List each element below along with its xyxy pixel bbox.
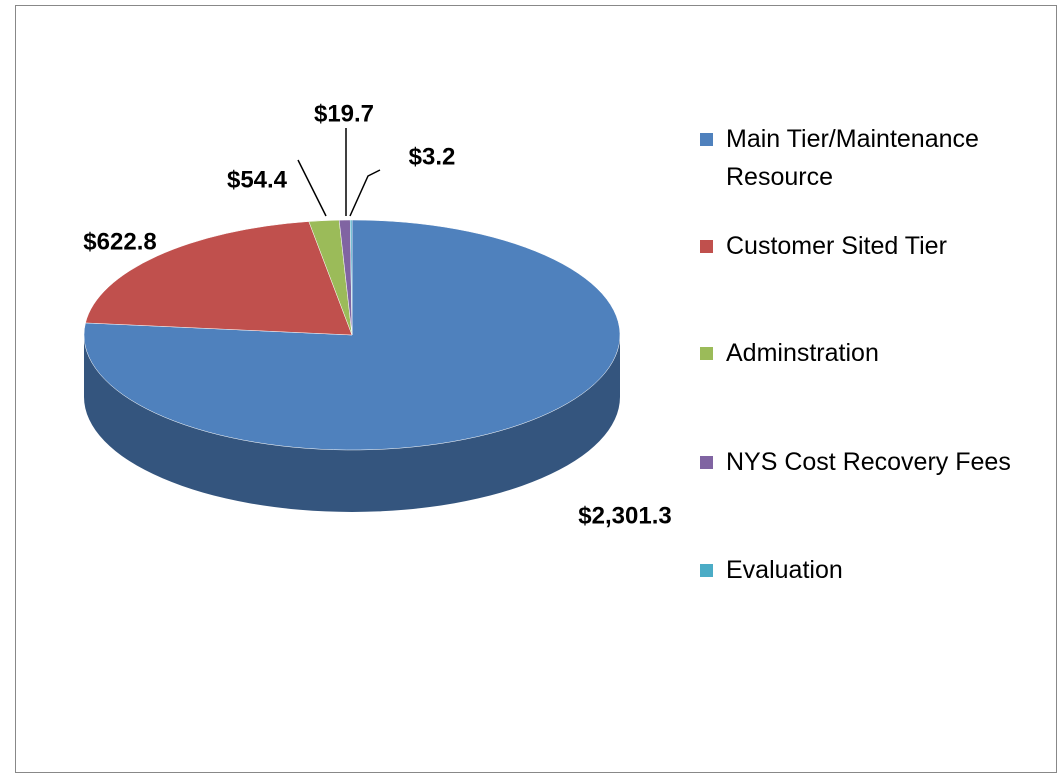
legend-swatch: [700, 240, 713, 253]
legend-swatch: [700, 564, 713, 577]
legend-swatch: [700, 347, 713, 360]
data-label: $622.8: [83, 228, 156, 255]
data-label: $19.7: [314, 100, 374, 127]
legend-item: NYS Cost Recovery Fees: [700, 443, 1030, 481]
legend-swatch: [700, 133, 713, 146]
pie-sides: [84, 335, 620, 512]
legend-swatch: [700, 456, 713, 469]
data-label: $2,301.3: [578, 502, 671, 529]
legend-label: NYS Cost Recovery Fees: [726, 448, 1011, 476]
pie-tops: [83, 219, 621, 451]
legend-label: Customer Sited Tier: [726, 232, 947, 260]
legend-item: Evaluation: [700, 551, 1030, 589]
legend-label: Main Tier/Maintenance Resource: [726, 125, 979, 191]
legend-item: Adminstration: [700, 334, 1030, 372]
data-labels: $2,301.3 $622.8 $54.4 $19.7 $3.2: [83, 100, 671, 529]
legend-item: Customer Sited Tier: [700, 227, 1030, 265]
data-label: $54.4: [227, 166, 288, 193]
pie-side: [84, 335, 620, 512]
data-label: $3.2: [409, 143, 456, 170]
legend-item: Main Tier/Maintenance Resource: [700, 120, 1030, 196]
leader-line: [349, 169, 381, 217]
pie-slice: [349, 219, 353, 336]
pie-slice: [85, 221, 353, 336]
leader-line: [297, 159, 327, 217]
legend-label: Evaluation: [726, 556, 843, 584]
legend-label: Adminstration: [726, 339, 879, 367]
